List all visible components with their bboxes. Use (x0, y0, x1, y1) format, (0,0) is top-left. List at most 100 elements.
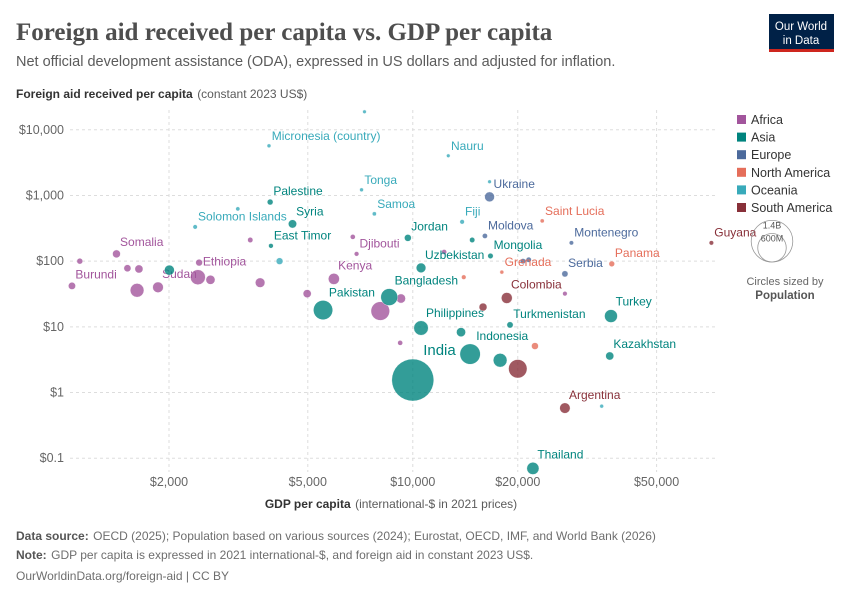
source: Data source: OECD (2025); Population bas… (16, 527, 656, 544)
y-label: Foreign aid received per capita (16, 87, 193, 101)
x-label: GDP per capita (265, 497, 351, 511)
note-text: GDP per capita is expressed in 2021 inte… (51, 548, 533, 562)
data-point (268, 243, 274, 249)
legend-label: Asia (751, 131, 775, 145)
point-label: Solomon Islands (198, 210, 287, 224)
logo-bar (769, 49, 834, 52)
point-label: Ethiopia (203, 255, 247, 269)
point-label: Pakistan (329, 285, 375, 299)
point-label: Serbia (568, 256, 603, 270)
x-tick-label: $50,000 (634, 475, 679, 489)
data-point (569, 240, 574, 246)
data-point (539, 218, 545, 224)
x-label-note: (international-$ in 2021 prices) (355, 497, 517, 511)
data-point (68, 282, 76, 290)
data-point (441, 249, 447, 255)
y-tick-label: $10,000 (19, 123, 64, 137)
data-point (370, 301, 390, 321)
data-point (446, 153, 451, 158)
point-label: Panama (615, 246, 660, 260)
point-label: India (423, 342, 456, 359)
x-tick-label: $20,000 (495, 475, 540, 489)
legend-swatch (737, 185, 746, 195)
data-point (531, 342, 539, 350)
data-point (164, 264, 175, 276)
data-point (459, 343, 481, 365)
point-label: East Timor (274, 228, 331, 242)
data-point (461, 274, 467, 280)
data-point (520, 258, 526, 265)
size-legend-variable: Population (755, 290, 814, 302)
data-point (275, 257, 284, 265)
point-label: Saint Lucia (545, 204, 605, 218)
data-point (525, 256, 532, 263)
point-label: Nauru (451, 139, 484, 153)
data-point (267, 198, 274, 206)
point-label: Moldova (488, 218, 534, 232)
point-label: Fiji (465, 205, 480, 219)
data-point (134, 264, 144, 274)
data-point (288, 219, 297, 229)
data-point (506, 321, 514, 329)
x-tick-label: $10,000 (390, 475, 435, 489)
data-point (302, 289, 312, 298)
chart-title: Foreign aid received per capita vs. GDP … (16, 19, 553, 46)
data-point (359, 187, 364, 192)
point-label: Tonga (364, 173, 397, 187)
y-tick-label: $10 (43, 320, 64, 334)
size-legend-title: Circles sized by (746, 276, 824, 288)
logo (769, 14, 834, 52)
size-legend-label: 1.4B (763, 220, 782, 230)
point-label: Jordan (411, 219, 448, 233)
data-point (559, 402, 571, 414)
data-point (561, 270, 569, 278)
data-point (328, 273, 340, 285)
point-label: Ukraine (494, 177, 536, 191)
data-point (76, 258, 83, 265)
point-label: Turkey (616, 295, 652, 309)
data-point (313, 300, 333, 320)
x-tick-label: $5,000 (289, 475, 327, 489)
y-tick-label: $1 (50, 386, 64, 400)
data-point (499, 269, 505, 275)
data-point (459, 219, 465, 225)
data-point (362, 109, 367, 114)
y-axis-title: Foreign aid received per capita (constan… (16, 85, 307, 102)
note-label: Note: (16, 548, 47, 562)
data-point (599, 404, 604, 409)
data-point (123, 264, 132, 273)
data-point (391, 358, 434, 402)
legend-label: South America (751, 201, 832, 215)
y-tick-label: $0.1 (40, 451, 64, 465)
point-label: Uzbekistan (425, 248, 484, 262)
data-point (562, 291, 568, 297)
point-label: Thailand (537, 447, 583, 461)
data-point (372, 211, 377, 217)
data-point (129, 283, 145, 298)
data-point (482, 233, 488, 239)
note: Note: GDP per capita is expressed in 202… (16, 546, 533, 563)
data-point (350, 234, 356, 240)
x-axis-title: GDP per capita (international-$ in 2021 … (265, 495, 517, 512)
data-point (415, 262, 427, 273)
point-label: Somalia (120, 235, 164, 249)
data-point (456, 327, 466, 337)
point-label: Turkmenistan (513, 307, 585, 321)
legend-label: Africa (751, 113, 783, 127)
data-point (255, 277, 266, 288)
point-label: Samoa (377, 197, 415, 211)
point-label: Mongolia (494, 238, 543, 252)
y-tick-label: $1,000 (26, 188, 64, 202)
point-label: Burundi (75, 267, 116, 281)
data-point (190, 269, 206, 285)
point-label: Montenegro (574, 226, 638, 240)
data-point (380, 288, 398, 306)
point-label: Micronesia (country) (272, 129, 381, 143)
source-text: OECD (2025); Population based on various… (93, 529, 656, 543)
data-point (478, 302, 488, 312)
data-point (413, 320, 429, 336)
data-point (608, 260, 615, 267)
legend-swatch (737, 132, 746, 142)
point-label: Philippines (426, 306, 484, 320)
